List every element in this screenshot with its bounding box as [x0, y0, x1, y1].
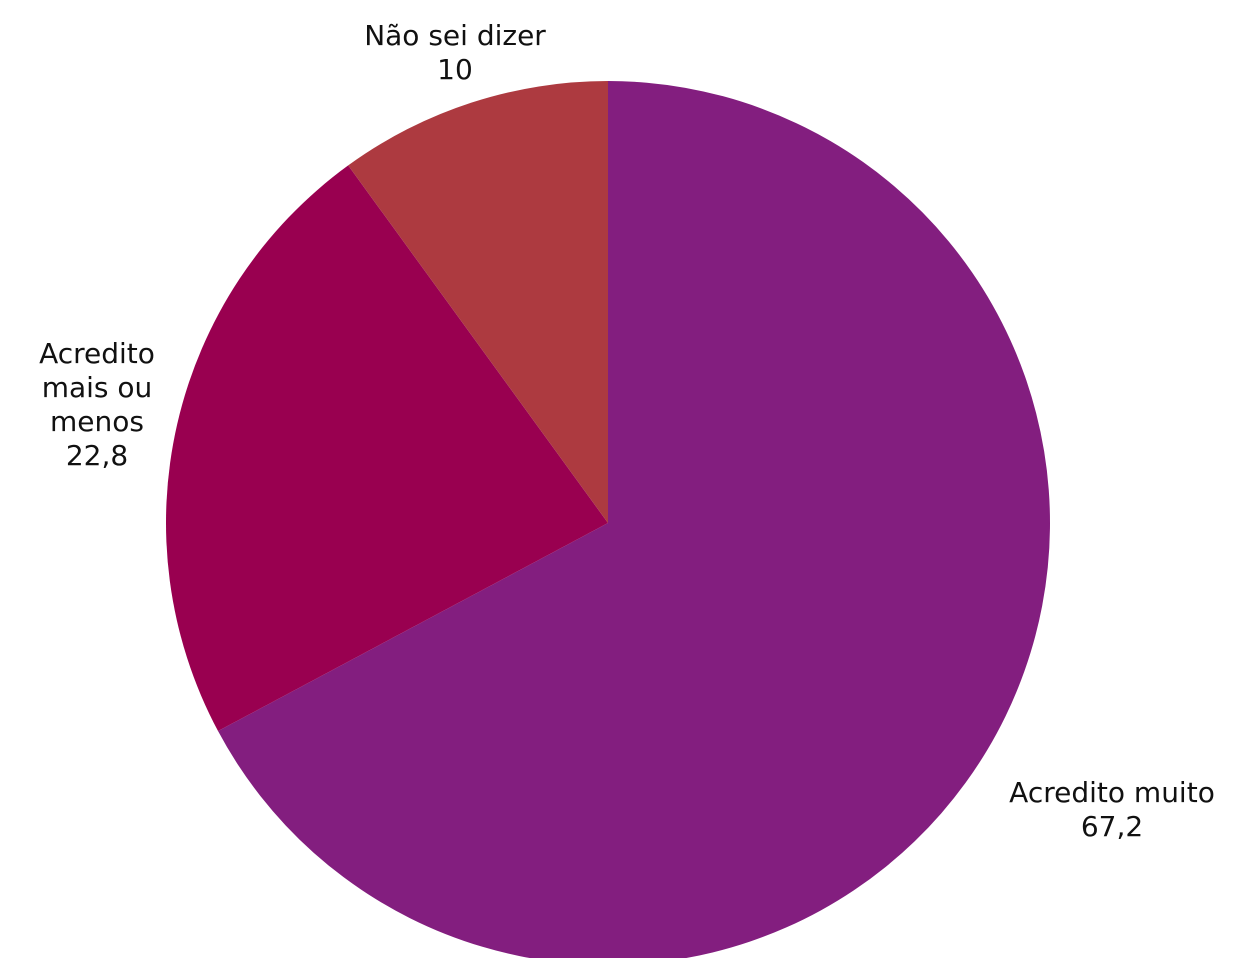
- slice-label: Acredito mais ou menos 22,8: [22, 337, 172, 473]
- pie-slice: [165, 165, 608, 732]
- category-name: Acredito mais ou menos: [39, 337, 155, 438]
- value-label: 10: [437, 53, 473, 86]
- pie-slice: [218, 81, 1050, 958]
- category-name: Não sei dizer: [364, 19, 546, 52]
- pie-slice: [348, 81, 608, 523]
- category-name: Acredito muito: [1009, 776, 1215, 809]
- value-label: 22,8: [65, 439, 129, 472]
- value-label: 67,2: [1080, 810, 1144, 843]
- slice-label: Não sei dizer 10: [315, 19, 595, 87]
- slice-label: Acredito muito 67,2: [972, 776, 1249, 844]
